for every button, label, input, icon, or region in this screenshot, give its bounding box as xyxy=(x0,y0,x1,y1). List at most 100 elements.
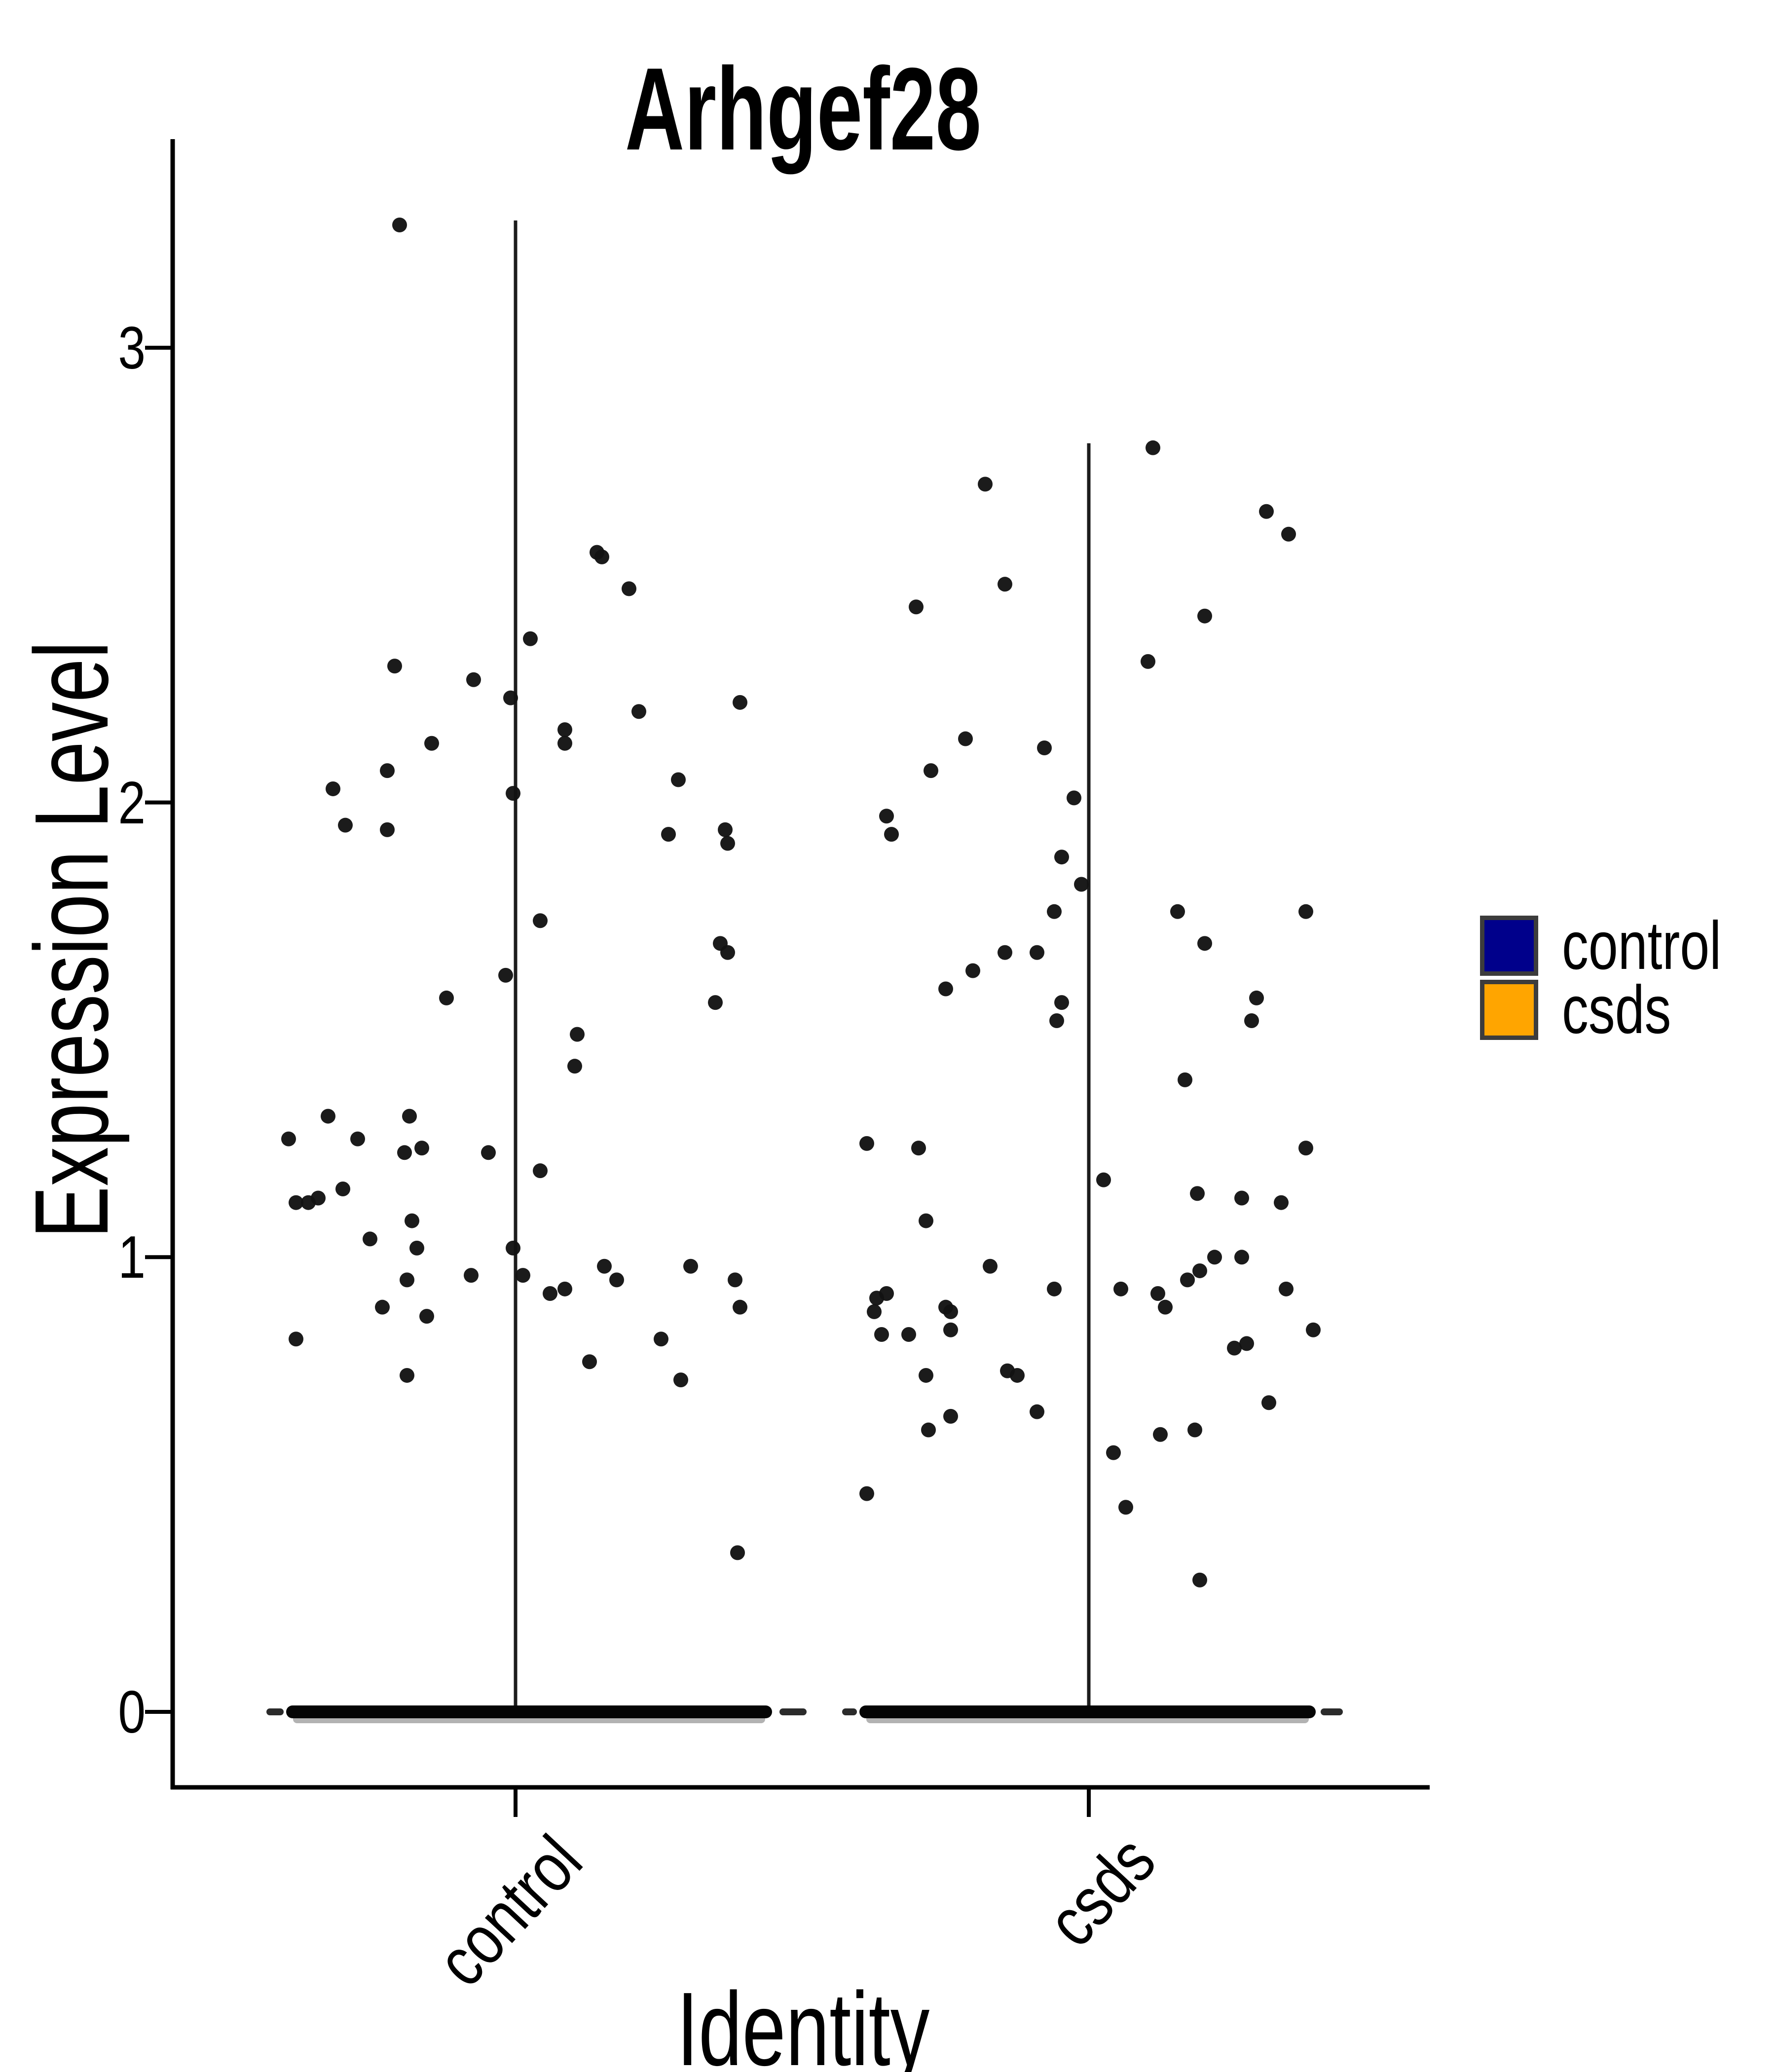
data-point xyxy=(720,945,735,960)
data-point xyxy=(481,1145,496,1160)
data-point xyxy=(1010,1368,1025,1383)
data-point xyxy=(859,1136,874,1151)
y-tick-label: 2 xyxy=(118,769,146,836)
data-point xyxy=(301,1195,316,1210)
data-point xyxy=(859,1486,874,1501)
data-point xyxy=(1190,1186,1205,1201)
data-point xyxy=(943,1304,958,1319)
y-tick-label: 1 xyxy=(118,1223,146,1291)
data-point xyxy=(557,1281,572,1296)
legend-swatch-control xyxy=(1480,916,1538,976)
data-point xyxy=(1244,1013,1259,1029)
data-point xyxy=(1106,1445,1121,1460)
data-point xyxy=(1146,440,1160,455)
data-point xyxy=(965,963,980,978)
data-point xyxy=(405,1213,419,1228)
data-point xyxy=(1141,654,1155,669)
data-point xyxy=(1030,945,1044,960)
data-point xyxy=(730,1545,745,1560)
data-point xyxy=(503,690,518,705)
data-point xyxy=(1259,504,1274,519)
data-point xyxy=(380,822,395,837)
data-point xyxy=(622,581,636,596)
data-point xyxy=(1153,1427,1168,1442)
data-point xyxy=(281,1131,296,1147)
zero-band-csds xyxy=(859,1705,1316,1718)
data-point xyxy=(609,1272,624,1288)
data-point xyxy=(400,1368,414,1383)
data-point xyxy=(397,1145,412,1160)
data-point xyxy=(733,1299,747,1315)
data-point xyxy=(289,1332,303,1347)
data-point xyxy=(597,1258,612,1274)
data-point xyxy=(321,1109,335,1124)
data-point xyxy=(867,1304,882,1319)
data-point xyxy=(708,995,723,1010)
data-point xyxy=(594,549,609,564)
data-point xyxy=(335,1182,350,1197)
data-point xyxy=(661,827,676,842)
data-point xyxy=(392,218,407,233)
data-point xyxy=(289,1195,303,1210)
data-point xyxy=(466,672,481,687)
data-point xyxy=(1207,1250,1222,1265)
data-point xyxy=(683,1258,698,1274)
data-point xyxy=(557,722,572,738)
x-axis-title: Identity xyxy=(676,1970,930,2072)
data-point xyxy=(919,1213,933,1228)
data-point xyxy=(350,1131,365,1147)
data-point xyxy=(1047,1281,1062,1296)
data-point xyxy=(498,967,513,983)
data-point xyxy=(1234,1190,1249,1206)
data-point xyxy=(1113,1281,1128,1296)
zero-band-dash xyxy=(779,1708,807,1715)
data-point xyxy=(570,1027,585,1042)
data-point xyxy=(1249,990,1264,1005)
data-point xyxy=(1234,1250,1249,1265)
data-point xyxy=(911,1141,926,1156)
data-point xyxy=(338,817,353,833)
data-point xyxy=(1298,904,1313,919)
data-point xyxy=(978,477,993,492)
data-point xyxy=(919,1368,933,1383)
data-point xyxy=(654,1332,668,1347)
data-point xyxy=(387,659,402,674)
data-point xyxy=(983,1258,998,1274)
data-point xyxy=(720,836,735,851)
zero-band-dash xyxy=(842,1708,857,1715)
data-point xyxy=(671,772,686,787)
data-point xyxy=(1197,936,1212,951)
data-point xyxy=(924,763,938,778)
zero-band-dash xyxy=(266,1708,284,1715)
data-point xyxy=(733,695,747,710)
data-point xyxy=(943,1408,958,1424)
data-point xyxy=(402,1109,417,1124)
data-point xyxy=(582,1354,597,1369)
data-point xyxy=(1067,790,1081,806)
data-point xyxy=(1118,1500,1133,1515)
data-point xyxy=(998,577,1012,592)
zero-band-control xyxy=(286,1705,772,1718)
data-point xyxy=(1192,1263,1207,1278)
data-point xyxy=(1281,526,1296,542)
data-point xyxy=(533,1163,548,1179)
data-point xyxy=(414,1141,429,1156)
data-point xyxy=(869,1291,884,1306)
data-point xyxy=(1096,1172,1111,1187)
data-point xyxy=(1049,1013,1064,1029)
data-point xyxy=(375,1299,390,1315)
data-point xyxy=(631,704,646,719)
legend-item-csds: csds xyxy=(1480,976,1766,1044)
data-point xyxy=(1158,1299,1173,1315)
data-point xyxy=(464,1268,479,1283)
data-point xyxy=(1054,995,1069,1010)
data-point xyxy=(1170,904,1185,919)
legend-swatch-csds xyxy=(1480,980,1538,1040)
data-point xyxy=(419,1309,434,1324)
data-point xyxy=(884,827,899,842)
data-point xyxy=(921,1422,936,1438)
data-point xyxy=(673,1372,688,1388)
y-tick-label: 3 xyxy=(118,314,146,381)
